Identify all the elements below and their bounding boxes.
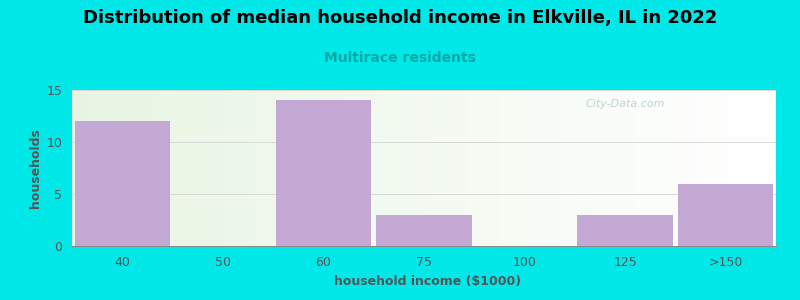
Text: City-Data.com: City-Data.com <box>586 99 666 110</box>
Text: Distribution of median household income in Elkville, IL in 2022: Distribution of median household income … <box>83 9 717 27</box>
Bar <box>578 215 673 246</box>
Bar <box>276 100 371 246</box>
Bar <box>376 215 472 246</box>
Text: Multirace residents: Multirace residents <box>324 51 476 65</box>
Text: household income ($1000): household income ($1000) <box>334 275 522 288</box>
Bar <box>74 121 170 246</box>
Y-axis label: households: households <box>30 128 42 208</box>
Bar <box>678 184 774 246</box>
